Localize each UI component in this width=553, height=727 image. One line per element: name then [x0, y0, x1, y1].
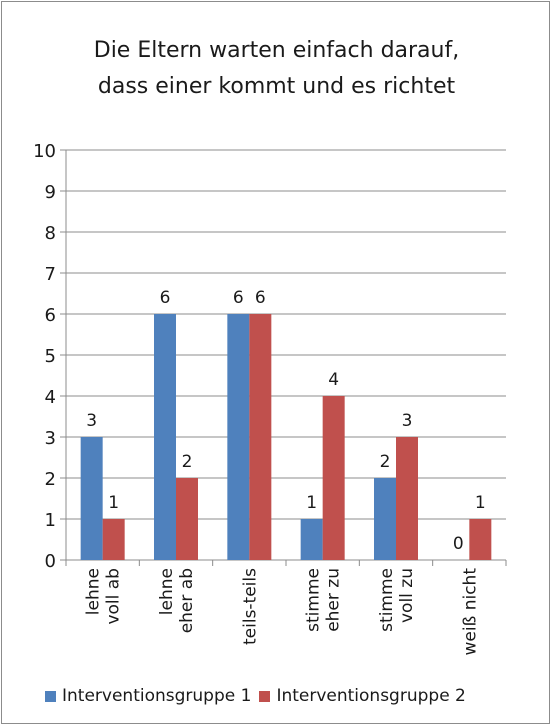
data-label-series-1-cat-5: 2	[380, 452, 391, 472]
data-label-series-2-cat-6: 1	[475, 493, 486, 513]
legend-label-series-1: Interventionsgruppe 1	[62, 686, 252, 706]
bar-series-1-cat-3	[227, 314, 250, 560]
y-tick-label-8: 8	[45, 223, 56, 244]
chart-title-line-2: dass einer kommt und es richtet	[97, 74, 456, 99]
bar-series-1-cat-2	[154, 314, 176, 560]
y-tick-label-4: 4	[45, 387, 56, 408]
chart-title: Die Eltern warten einfach darauf, dass e…	[40, 33, 513, 105]
x-tick-label-cat-4-line-1: stimme	[304, 568, 324, 632]
x-tick-label-cat-1-line-1: lehne	[84, 568, 104, 615]
data-label-series-2-cat-2: 2	[182, 452, 193, 472]
bar-series-2-cat-3	[249, 314, 272, 560]
data-label-series-2-cat-5: 3	[402, 411, 413, 431]
x-tick-label-cat-4-line-2: eher zu	[324, 568, 344, 632]
y-tick-label-6: 6	[45, 305, 56, 326]
data-label-series-1-cat-3: 6	[233, 288, 244, 308]
bar-series-2-cat-5	[396, 437, 418, 560]
y-tick-label-3: 3	[45, 428, 56, 449]
bar-series-2-cat-4	[322, 396, 345, 560]
data-label-series-2-cat-3: 6	[255, 288, 266, 308]
bar-series-2-cat-6	[469, 519, 492, 560]
y-tick-label-2: 2	[45, 469, 56, 490]
legend-swatch-series-2	[259, 690, 271, 702]
bar-series-2-cat-2	[176, 478, 198, 560]
x-tick-label-cat-5-line-2: voll zu	[397, 568, 417, 623]
y-tick-label-9: 9	[45, 182, 56, 203]
y-tick-label-5: 5	[45, 346, 56, 367]
y-tick-label-1: 1	[45, 510, 56, 531]
legend-swatch-series-1	[45, 690, 56, 702]
y-tick-label-0: 0	[45, 551, 56, 572]
data-label-series-2-cat-1: 1	[108, 493, 119, 513]
data-label-series-1-cat-6: 0	[453, 534, 464, 554]
legend-label-series-2: Interventionsgruppe 2	[276, 686, 466, 706]
x-tick-label-cat-1-line-2: voll ab	[104, 568, 124, 625]
y-tick-label-10: 10	[33, 141, 56, 162]
chart-title-line-1: Die Eltern warten einfach darauf,	[93, 38, 460, 63]
bar-series-1-cat-4	[300, 519, 323, 560]
x-tick-label-cat-3-line-1: teils-teils	[240, 568, 260, 645]
x-tick-label-cat-6-line-1: weiß nicht	[460, 568, 480, 656]
bar-series-2-cat-1	[102, 519, 125, 560]
bar-series-1-cat-5	[374, 478, 396, 560]
legend-item-series-2: Interventionsgruppe 2	[259, 686, 466, 706]
x-tick-label-cat-5-line-1: stimme	[377, 568, 397, 632]
legend: Interventionsgruppe 1 Interventionsgrupp…	[45, 684, 466, 708]
data-label-series-1-cat-1: 3	[86, 411, 97, 431]
x-tick-label-cat-2-line-1: lehne	[157, 568, 177, 615]
data-label-series-2-cat-4: 4	[328, 370, 339, 390]
bar-series-1-cat-1	[80, 437, 103, 560]
x-tick-label-cat-2-line-2: eher ab	[177, 568, 197, 633]
data-label-series-1-cat-2: 6	[160, 288, 171, 308]
y-tick-label-7: 7	[45, 264, 56, 285]
legend-item-series-1: Interventionsgruppe 1	[45, 686, 251, 706]
data-label-series-1-cat-4: 1	[306, 493, 317, 513]
